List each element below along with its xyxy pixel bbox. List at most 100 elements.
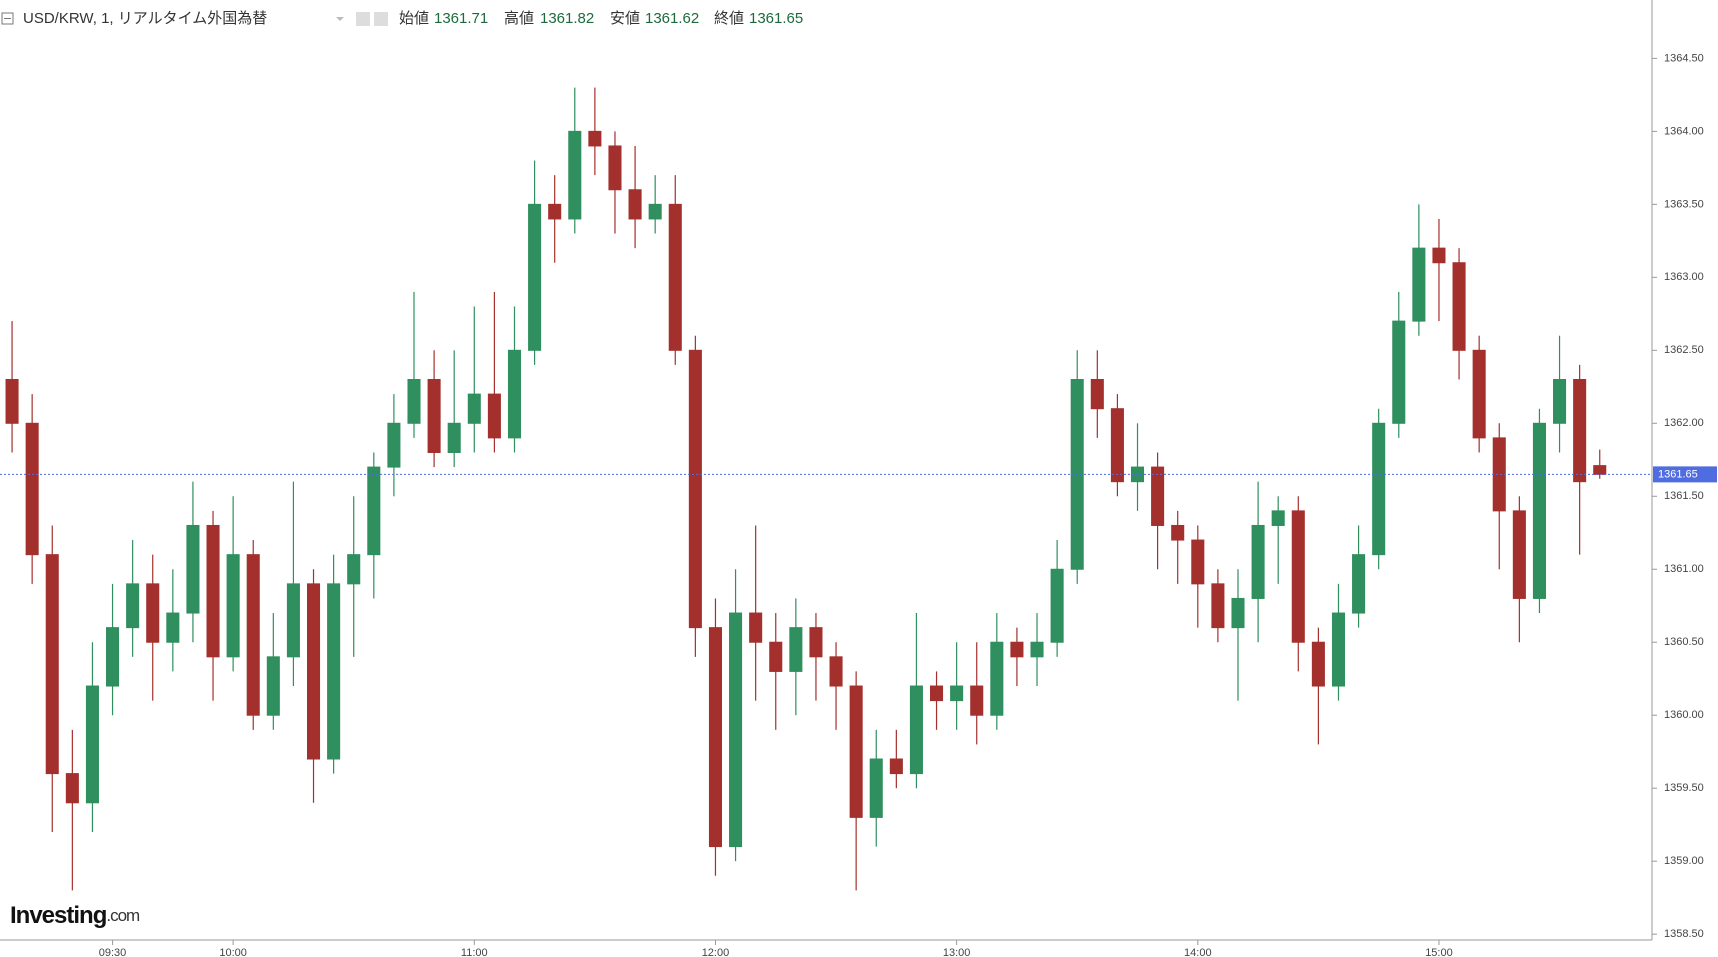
- candle-body: [628, 189, 642, 220]
- candle-body: [1050, 568, 1064, 643]
- y-tick-label: 1361.00: [1664, 563, 1704, 575]
- candle-body: [146, 583, 160, 643]
- candle-body: [1492, 437, 1506, 512]
- candle-body: [487, 393, 501, 439]
- x-tick-label: 14:00: [1184, 947, 1212, 957]
- candle-body: [1512, 510, 1526, 599]
- candle-body: [1171, 524, 1185, 541]
- y-tick-label: 1360.50: [1664, 636, 1704, 648]
- x-tick-label: 12:00: [702, 947, 730, 957]
- open-value: 1361.71: [434, 10, 488, 27]
- candle-body: [507, 349, 522, 439]
- candle-body: [528, 203, 542, 351]
- candle-body: [889, 758, 903, 775]
- candle-body: [1372, 422, 1386, 556]
- y-tick-label: 1362.00: [1664, 417, 1704, 429]
- candle-body: [25, 422, 39, 556]
- candle-body: [1412, 247, 1426, 322]
- candle-body: [166, 612, 180, 643]
- x-tick-label: 13:00: [943, 947, 971, 957]
- candle-body: [729, 612, 743, 848]
- candle-body: [909, 685, 923, 775]
- candle-body: [1352, 554, 1366, 614]
- x-tick-label: 11:00: [461, 947, 488, 957]
- candle-body: [5, 379, 19, 424]
- candle-body: [347, 554, 361, 585]
- x-tick-label: 09:30: [99, 947, 127, 957]
- candle-body: [126, 583, 140, 629]
- candle-body: [688, 349, 702, 629]
- candle-body: [548, 203, 562, 220]
- plot: 1358.50 1359.00 1359.50 1360.00 1360.50 1361.…: [0, 52, 1717, 957]
- logo: Investing.com: [10, 902, 140, 929]
- candle-body: [106, 627, 120, 687]
- candle-body: [588, 130, 602, 147]
- candle-body: [1090, 379, 1104, 410]
- candle-body: [467, 393, 481, 424]
- icon-settings[interactable]: [374, 12, 388, 26]
- candle-body: [648, 203, 662, 220]
- y-tick-label: 1361.50: [1664, 490, 1704, 502]
- candle-body: [930, 685, 944, 702]
- candle-body: [1291, 510, 1305, 643]
- candle-body: [769, 641, 783, 672]
- candle-body: [186, 524, 200, 614]
- high-value: 1361.82: [540, 10, 594, 27]
- candle-body: [1553, 379, 1567, 424]
- y-tick-label: 1359.50: [1664, 782, 1704, 794]
- candle-body: [266, 656, 280, 716]
- candle-body: [1452, 262, 1466, 351]
- candle-body: [427, 379, 441, 453]
- y-tick-label: 1360.00: [1664, 709, 1704, 721]
- candle-body: [387, 422, 401, 468]
- candle-body: [970, 685, 984, 716]
- candle-body: [1331, 612, 1346, 687]
- candle-body: [1211, 583, 1225, 629]
- candle-body: [447, 422, 461, 453]
- open-label: 始値: [399, 10, 429, 27]
- y-tick-label: 1364.00: [1664, 125, 1704, 137]
- candle-body: [1573, 379, 1587, 483]
- candle-body: [45, 554, 59, 775]
- candle-body: [608, 145, 622, 191]
- candle-body: [1251, 524, 1265, 599]
- candle-body: [306, 583, 321, 760]
- candle-body: [1472, 349, 1486, 439]
- collapse-icon[interactable]: [1, 12, 14, 25]
- candle-body: [668, 203, 682, 351]
- candle-body: [1231, 597, 1245, 629]
- candle-body: [286, 583, 300, 658]
- candle-body: [65, 773, 79, 804]
- close-label: 終値: [714, 10, 744, 27]
- candle-body: [1151, 466, 1165, 526]
- candle-body: [1593, 465, 1607, 475]
- last-price-box: [1653, 466, 1717, 483]
- last-price-label: 1361.65: [1658, 468, 1698, 480]
- candle-body: [1392, 320, 1406, 424]
- dropdown-arrow[interactable]: [336, 17, 344, 21]
- x-tick-label: 15:00: [1425, 947, 1453, 957]
- candle-body: [246, 554, 260, 716]
- candle-body: [1311, 641, 1325, 687]
- x-tick-label: 10:00: [219, 947, 247, 957]
- y-tick-label: 1362.50: [1664, 344, 1704, 356]
- candle-body: [809, 627, 823, 658]
- high-label: 高値: [504, 10, 534, 27]
- logo-name: Investing: [10, 902, 107, 929]
- candle-body: [829, 656, 843, 687]
- candle-body: [1271, 510, 1285, 526]
- candle-body: [849, 685, 863, 818]
- low-value: 1361.62: [645, 10, 699, 27]
- candle-body: [407, 379, 421, 424]
- y-tick-label: 1363.00: [1664, 271, 1704, 283]
- y-tick-label: 1363.50: [1664, 198, 1704, 210]
- candle-body: [1191, 539, 1205, 585]
- candle-body: [1532, 422, 1546, 599]
- icon-eye[interactable]: [356, 12, 370, 26]
- candle-body: [226, 554, 240, 658]
- candle-body: [789, 627, 803, 672]
- candle-body: [708, 627, 722, 848]
- candle-body: [1010, 641, 1024, 658]
- candle-body: [1432, 247, 1446, 264]
